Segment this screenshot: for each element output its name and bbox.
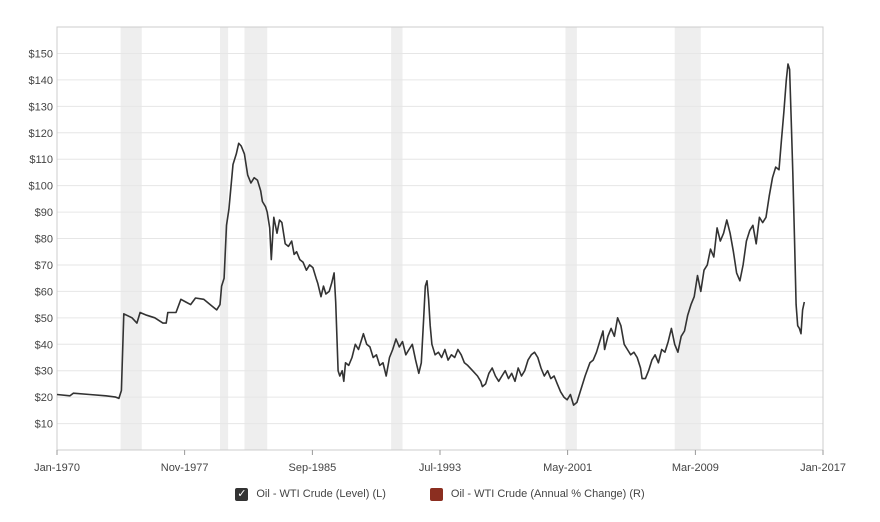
y-tick-label: $90 xyxy=(35,207,53,219)
legend-swatch-annual-change[interactable] xyxy=(429,487,443,501)
checkmark-icon: ✓ xyxy=(237,487,247,500)
x-tick-label: Jan-2017 xyxy=(800,462,846,474)
y-tick-label: $140 xyxy=(29,75,53,87)
legend-item-level[interactable]: ✓ Oil - WTI Crude (Level) (L) xyxy=(235,487,386,501)
y-tick-label: $120 xyxy=(29,128,53,140)
y-axis-ticks: $10 $20 $30 $40 $50 $60 $70 $80 $90 $100 $110 $120 $… xyxy=(29,48,53,430)
y-tick-label: $130 xyxy=(29,101,53,113)
y-tick-label: $30 xyxy=(35,366,53,378)
legend: ✓ Oil - WTI Crude (Level) (L) Oil - WTI … xyxy=(0,484,880,504)
y-tick-label: $110 xyxy=(29,154,53,166)
x-tick-label: Nov-1977 xyxy=(161,462,209,474)
y-tick-label: $70 xyxy=(35,260,53,272)
legend-swatch-level[interactable]: ✓ xyxy=(235,487,249,501)
grid-lines xyxy=(57,52,823,425)
legend-item-annual-change[interactable]: Oil - WTI Crude (Annual % Change) (R) xyxy=(429,487,645,501)
x-tick-label: May-2001 xyxy=(543,462,592,474)
legend-label-annual-change: Oil - WTI Crude (Annual % Change) (R) xyxy=(450,488,645,500)
series-layer[interactable] xyxy=(56,63,806,406)
y-tick-label: $50 xyxy=(35,313,53,325)
chart: $10 $20 $30 $40 $50 $60 $70 $80 $90 $100 $110 $120 $… xyxy=(29,26,846,474)
x-axis-ticks: Jan-1970 Nov-1977 Sep-1985 Jul-1993 May-2001… xyxy=(34,450,846,474)
y-tick-label: $20 xyxy=(35,392,53,404)
x-tick-label: Jul-1993 xyxy=(419,462,461,474)
legend-label-level: Oil - WTI Crude (Level) (L) xyxy=(256,488,386,500)
y-tick-label: $10 xyxy=(35,419,53,431)
y-tick-label: $80 xyxy=(35,234,53,246)
y-tick-label: $150 xyxy=(29,48,53,60)
x-tick-label: Sep-1985 xyxy=(289,462,337,474)
x-tick-label: Mar-2009 xyxy=(672,462,719,474)
y-tick-label: $100 xyxy=(29,181,53,193)
x-tick-label: Jan-1970 xyxy=(34,462,80,474)
series-line-0[interactable] xyxy=(56,63,806,406)
y-tick-label: $60 xyxy=(35,286,53,298)
y-tick-label: $40 xyxy=(35,339,53,351)
